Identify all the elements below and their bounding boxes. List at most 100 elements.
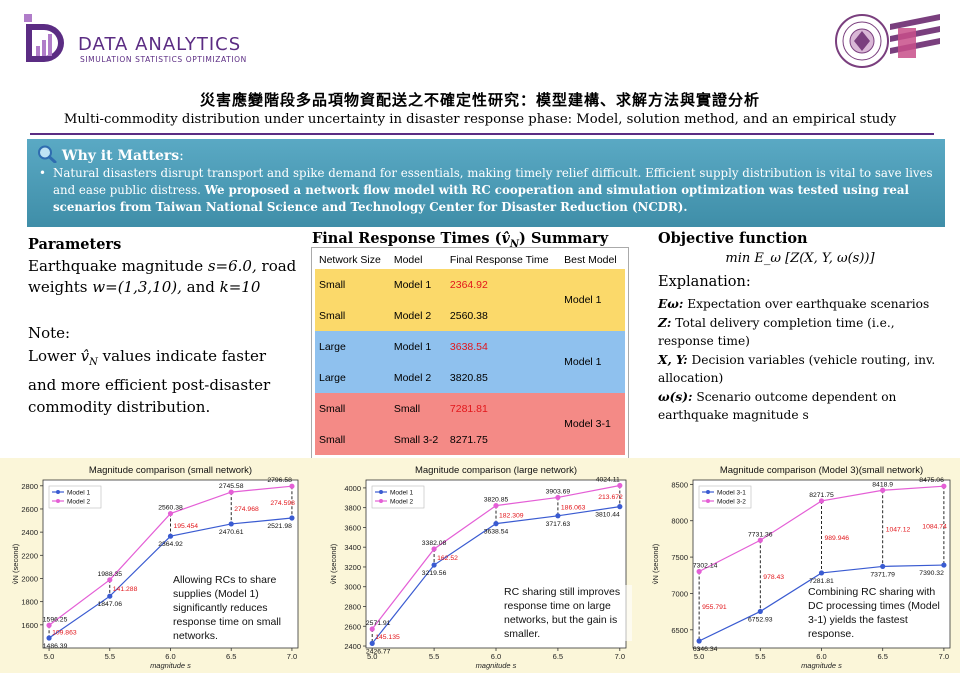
diff-label: 162.52 (437, 555, 458, 562)
data-label: 8271.75 (809, 492, 834, 499)
diff-label: 989.946 (825, 535, 850, 542)
y-tick-label: 3800 (344, 504, 361, 513)
table-row: Large Model 1 3638.54 Model 1 (315, 331, 625, 368)
y-tick-label: 2800 (344, 602, 361, 611)
x-axis-label: magnitude s (801, 661, 842, 670)
data-label: 8418.9 (872, 481, 893, 488)
y-tick-label: 2800 (21, 482, 38, 491)
table-row: Small Model 1 2364.92 Model 1 (315, 269, 625, 306)
x-tick-label: 5.0 (694, 652, 704, 661)
chart-title: Magnitude comparison (Model 3)(small net… (720, 465, 923, 476)
why-text-plain: Natural disasters disrupt transport and … (53, 166, 933, 197)
diff-label: 1084.74 (922, 524, 947, 531)
data-label: 1847.06 (97, 601, 122, 608)
chart-model3-small-network: Magnitude comparison (Model 3)(small net… (651, 465, 951, 670)
legend-marker (379, 490, 383, 494)
data-label: 3382.08 (422, 540, 447, 547)
explanation-item: Eω: Expectation over earthquake scenario… (658, 297, 930, 311)
why-colon: : (179, 148, 184, 164)
explanation-item: X, Y: Decision variables (vehicle routin… (658, 352, 936, 386)
bullet-icon: • (39, 166, 46, 180)
chart-title: Magnitude comparison (small network) (89, 465, 252, 476)
explanation-item: ω(s): Scenario outcome dependent on eart… (658, 389, 897, 423)
table-row: Small Small 7281.81 Model 3-1 (315, 393, 625, 430)
data-point (431, 562, 437, 568)
diff-label: 274.968 (234, 506, 259, 513)
data-label: 6346.34 (693, 646, 718, 653)
cell-size: Small (319, 309, 346, 322)
why-heading: Why it Matters: (37, 145, 935, 164)
data-point (107, 577, 113, 583)
note-text: Lower v̂N values indicate faster and mor… (28, 347, 271, 416)
data-label: 2571.91 (366, 620, 391, 627)
y-tick-label: 8500 (671, 480, 688, 489)
data-point (167, 533, 174, 539)
data-label: 2364.92 (158, 541, 183, 548)
y-axis-label: v̂N (second) (329, 543, 338, 584)
explanation-item: Z: Total delivery completion time (i.e.,… (658, 315, 895, 349)
legend-label: Model 3-2 (717, 499, 746, 506)
diff-label: 182.309 (499, 513, 524, 520)
y-tick-label: 1800 (21, 598, 38, 607)
data-point (369, 640, 375, 646)
objective-formula: min E_ω [Z(X, Y, ω(s))] (725, 251, 875, 266)
why-it-matters-panel: Why it Matters: • Natural disasters disr… (27, 139, 945, 227)
data-point (167, 510, 174, 517)
magnifier-icon (38, 145, 57, 164)
chart-annotation: Allowing RCs to share supplies (Model 1)… (173, 573, 291, 643)
y-axis-label: v̂N (second) (651, 543, 660, 584)
data-label: 2560.38 (158, 505, 183, 512)
column-header: Model (393, 254, 423, 266)
data-point (818, 498, 825, 504)
data-point (941, 483, 947, 489)
x-axis-label: magnitude s (150, 661, 191, 670)
legend-label: Model 1 (67, 490, 91, 497)
data-label: 1486.39 (43, 643, 68, 650)
data-label: 2745.58 (219, 483, 244, 490)
data-point (880, 487, 886, 493)
chart-annotation: RC sharing still improves response time … (504, 585, 632, 641)
diff-label: 141.288 (113, 586, 138, 593)
summary-table-title: Final Response Times (v̂N) Summary (312, 230, 609, 250)
data-point (555, 513, 561, 519)
diff-label: 109.863 (52, 630, 77, 637)
diff-label: 195.454 (174, 523, 199, 530)
data-point (107, 593, 113, 599)
cell-size: Small (319, 278, 346, 291)
x-tick-label: 6.5 (553, 652, 563, 661)
data-point (228, 521, 234, 527)
why-text-bold: We proposed a network flow model with RC… (53, 183, 909, 214)
data-point (617, 504, 623, 510)
y-tick-label: 2600 (21, 505, 38, 514)
data-label: 7371.79 (870, 571, 895, 578)
data-label: 4024.11 (596, 477, 620, 484)
page-title-english: Multi-commodity distribution under uncer… (63, 112, 897, 127)
logo-d-icon (24, 14, 64, 62)
legend-marker (706, 499, 710, 503)
chart-annotation-text: RC sharing still improves response time … (504, 585, 632, 641)
data-label: 6752.93 (748, 616, 773, 623)
x-tick-label: 5.0 (367, 652, 377, 661)
table-header-row: Network Size Model Final Response Time B… (315, 251, 625, 269)
x-tick-label: 6.0 (491, 652, 501, 661)
header: DATA ANALYTICS SIMULATION STATISTICS OPT… (0, 0, 960, 75)
x-tick-label: 5.5 (429, 652, 439, 661)
data-point (555, 494, 561, 501)
data-point (493, 503, 499, 509)
data-analytics-logo: DATA ANALYTICS SIMULATION STATISTICS OPT… (22, 12, 262, 68)
data-point (941, 562, 947, 568)
data-label: 1988.35 (97, 571, 122, 578)
objective-heading: Objective function (658, 230, 808, 247)
diff-label: 186.063 (561, 505, 586, 512)
y-axis-label: v̂N (second) (11, 543, 20, 584)
x-tick-label: 5.5 (755, 652, 765, 661)
data-label: 2796.58 (267, 477, 292, 484)
data-point (431, 546, 437, 552)
y-tick-label: 1600 (21, 621, 38, 630)
data-point (757, 608, 763, 615)
legend-marker (56, 499, 60, 503)
cell-model: Model 2 (393, 309, 432, 322)
data-label: 7281.81 (809, 578, 834, 585)
legend-marker (379, 499, 383, 503)
cell-time: 7281.81 (449, 402, 488, 415)
